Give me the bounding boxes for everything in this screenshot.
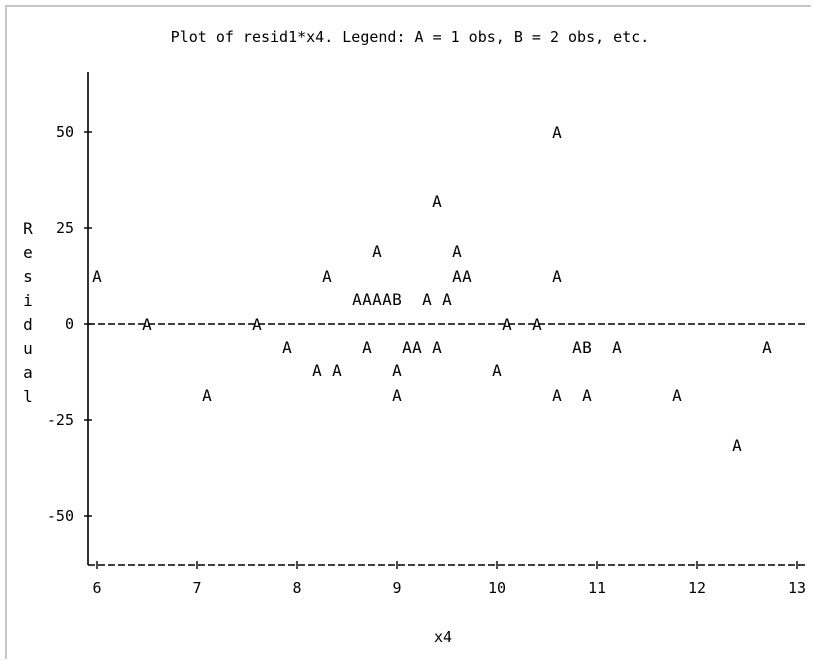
y-tick-label: -50 [47,507,74,525]
data-point: A [672,386,682,405]
x-tick-label: 10 [488,579,506,597]
y-tick-label: 0 [65,315,74,333]
data-point: B [582,338,592,357]
x-axis: 6 7 8 9 10 11 12 13 [88,561,806,597]
chart-frame [5,5,811,659]
y-tick-label: 50 [56,123,74,141]
data-point: A [402,338,412,357]
y-axis: 50 25 0 -25 -50 [47,72,805,565]
data-point: A [202,386,212,405]
x-tick-label: 11 [588,579,606,597]
x-axis-label: x4 [434,628,452,646]
data-point: B [392,290,402,309]
data-point: A [142,315,152,334]
data-point: A [422,290,432,309]
data-point: A [312,361,322,380]
x-tick-label: 6 [92,579,101,597]
y-axis-label-letter: a [23,363,33,382]
y-tick-label: 25 [56,219,74,237]
data-point: A [552,267,562,286]
data-point: A [372,242,382,261]
data-point: A [412,338,422,357]
data-point: A [532,315,542,334]
y-axis-label-letter: u [23,339,33,358]
y-axis-label-letter: R [23,219,33,238]
data-point: A [612,338,622,357]
data-point: A [452,242,462,261]
data-point: A [322,267,332,286]
data-point: A [572,338,582,357]
data-point: A [372,290,382,309]
x-tick-label: 7 [192,579,201,597]
data-point: A [552,123,562,142]
data-point: A [362,338,372,357]
data-point: A [582,386,592,405]
y-axis-label-letter: l [23,387,33,406]
data-point: A [362,290,372,309]
x-tick-label: 12 [688,579,706,597]
data-point: A [332,361,342,380]
data-point: A [732,436,742,455]
y-axis-label-letter: i [23,291,33,310]
x-tick-label: 13 [788,579,806,597]
data-point: A [392,361,402,380]
data-point: A [552,386,562,405]
x-tick-label: 8 [292,579,301,597]
data-point: A [392,386,402,405]
y-axis-label-letter: s [23,267,33,286]
data-point: A [492,361,502,380]
plot-points: AAA AA A A A AA A A A B A AA A A AA A A A A A B A AA A A AA A A A AA [92,123,772,455]
data-point: A [442,290,452,309]
y-tick-label: -25 [47,411,74,429]
data-point: A [92,267,102,286]
data-point: A [382,290,392,309]
data-point: A [762,338,772,357]
data-point: A [462,267,472,286]
data-point: A [432,338,442,357]
data-point: A [502,315,512,334]
x-tick-label: 9 [392,579,401,597]
data-point: A [432,192,442,211]
y-axis-label-letter: e [23,243,33,262]
data-point: A [452,267,462,286]
chart-title: Plot of resid1*x4. Legend: A = 1 obs, B … [171,28,650,46]
data-point: A [252,315,262,334]
data-point: A [352,290,362,309]
y-axis-label-letter: d [23,315,33,334]
data-point: A [282,338,292,357]
